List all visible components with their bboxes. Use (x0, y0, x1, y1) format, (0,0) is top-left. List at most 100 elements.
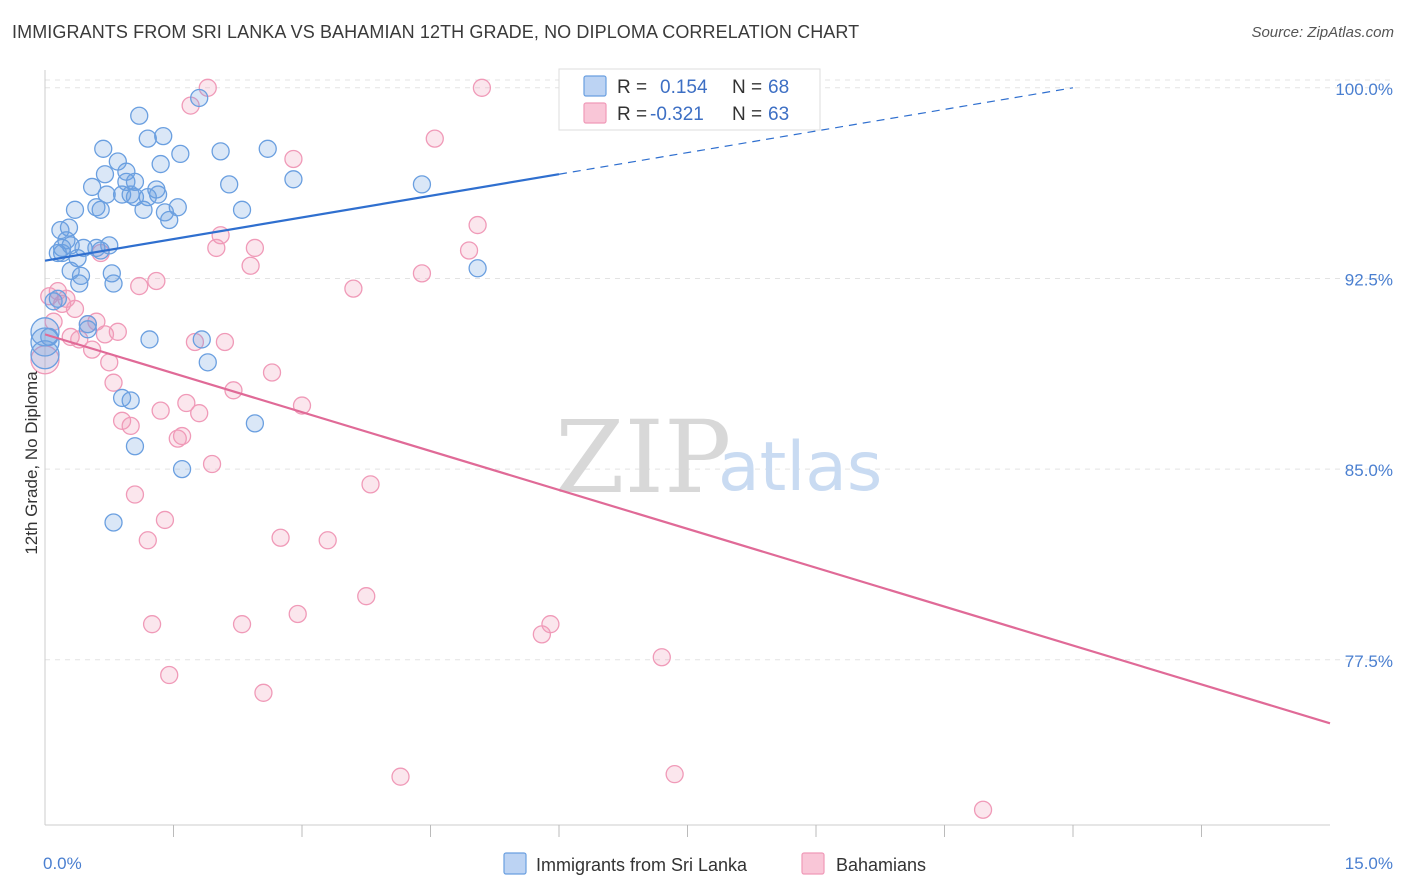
y-axis-label: 12th Grade, No Diploma (22, 371, 41, 555)
point-bahamians-39 (232, 615, 252, 634)
point-bahamians-48 (318, 531, 337, 550)
trend-lines (44, 87, 1331, 725)
point-sri-lanka-36 (140, 330, 159, 349)
watermark-zip: ZIP (555, 399, 731, 516)
watermark-atlas: atlas (718, 428, 882, 507)
point-sri-lanka-14 (82, 177, 102, 197)
point-sri-lanka-31 (125, 172, 145, 192)
axes (44, 70, 1330, 837)
point-bahamians-17 (112, 411, 132, 430)
point-bahamians-53 (412, 264, 432, 283)
point-bahamians-21 (138, 531, 157, 550)
point-sri-lanka-64 (30, 340, 60, 370)
point-bahamians-16 (108, 322, 127, 341)
x-tick-label-0: 0.0% (43, 854, 82, 873)
grid-lines (45, 79, 1392, 661)
point-bahamians-61 (665, 765, 684, 784)
point-sri-lanka-32 (130, 106, 149, 125)
legend-n-label-blue: N = (732, 77, 762, 98)
point-bahamians-60 (652, 648, 671, 667)
point-sri-lanka-47 (192, 330, 211, 349)
point-bahamians-42 (254, 683, 273, 702)
point-bahamians-41 (245, 238, 265, 258)
point-sri-lanka-56 (468, 259, 487, 278)
bottom-legend-label-blue: Immigrants from Sri Lanka (536, 855, 748, 875)
point-sri-lanka-67 (48, 289, 67, 308)
point-sri-lanka-53 (258, 139, 277, 158)
point-bahamians-37 (215, 332, 235, 352)
point-bahamians-34 (202, 454, 222, 474)
legend-swatch-pink (583, 102, 607, 124)
point-sri-lanka-65 (30, 327, 60, 357)
watermark: ZIP atlas (555, 399, 882, 516)
legend-n-value-pink: 63 (768, 104, 789, 125)
point-bahamians-62 (973, 800, 993, 819)
point-sri-lanka-10 (70, 274, 89, 293)
point-sri-lanka-54 (284, 170, 303, 189)
point-sri-lanka-17 (91, 200, 110, 219)
point-bahamians-49 (344, 279, 363, 298)
point-bahamians-40 (241, 256, 260, 275)
point-bahamians-15 (104, 373, 123, 392)
point-bahamians-46 (288, 604, 307, 624)
legend-r-label-blue: R = (617, 77, 647, 98)
point-bahamians-18 (121, 416, 140, 436)
point-sri-lanka-19 (95, 165, 115, 184)
point-bahamians-52 (391, 767, 410, 786)
point-sri-lanka-58 (125, 437, 145, 456)
point-sri-lanka-39 (151, 154, 170, 174)
point-sri-lanka-11 (71, 266, 91, 286)
point-sri-lanka-6 (59, 218, 79, 237)
legend-r-label-pink: R = (617, 104, 647, 125)
point-bahamians-28 (172, 426, 192, 446)
point-bahamians-56 (468, 215, 487, 235)
point-bahamians-59 (541, 615, 560, 634)
point-bahamians-23 (147, 271, 166, 291)
point-sri-lanka-35 (138, 129, 157, 148)
point-sri-lanka-38 (148, 185, 168, 204)
point-sri-lanka-18 (94, 139, 113, 158)
series-legend: Immigrants from Sri Lanka Bahamians (503, 852, 926, 875)
point-sri-lanka-13 (78, 315, 97, 334)
point-sri-lanka-45 (172, 459, 192, 479)
point-bahamians-45 (284, 149, 303, 169)
point-sri-lanka-50 (220, 175, 239, 194)
x-tick-label-1: 15.0% (1345, 854, 1393, 873)
point-sri-lanka-20 (97, 185, 116, 204)
point-sri-lanka-42 (160, 210, 179, 230)
correlation-legend: R = 0.154 N = 68 R = -0.321 N = 63 (558, 68, 821, 131)
point-sri-lanka-59 (121, 391, 140, 410)
point-bahamians-54 (425, 129, 444, 148)
point-sri-lanka-66 (30, 317, 60, 347)
point-sri-lanka-40 (154, 126, 173, 146)
point-bahamians-32 (190, 404, 209, 423)
point-sri-lanka-52 (245, 414, 265, 433)
bottom-legend-swatch-blue (503, 852, 527, 875)
y-tick-label-1: 92.5% (1345, 270, 1393, 289)
point-sri-lanka-48 (198, 353, 217, 372)
point-bahamians-7 (65, 299, 85, 319)
point-sri-lanka-44 (171, 144, 190, 164)
trend-line-bahamians (44, 333, 1331, 725)
legend-r-value-pink: -0.321 (650, 104, 704, 125)
chart-title: IMMIGRANTS FROM SRI LANKA VS BAHAMIAN 12… (12, 22, 860, 42)
legend-r-value-blue: 0.154 (660, 77, 708, 98)
point-sri-lanka-23 (104, 274, 123, 293)
point-sri-lanka-51 (232, 200, 252, 219)
point-bahamians-51 (361, 475, 380, 494)
point-bahamians-26 (160, 665, 179, 685)
bottom-legend-label-pink: Bahamians (836, 855, 926, 875)
point-bahamians-50 (357, 587, 376, 606)
point-bahamians-55 (459, 241, 479, 260)
point-bahamians-20 (130, 276, 149, 296)
point-sri-lanka-49 (211, 142, 230, 161)
point-sri-lanka-57 (104, 513, 123, 532)
source-label: Source: ZipAtlas.com (1251, 24, 1394, 41)
point-sri-lanka-30 (125, 187, 145, 207)
point-bahamians-22 (142, 615, 162, 634)
point-bahamians-24 (151, 401, 170, 420)
axis-ticks: 100.0% 92.5% 85.0% 77.5% 0.0% 15.0% (43, 80, 1393, 873)
legend-n-value-blue: 68 (768, 77, 789, 98)
point-sri-lanka-60 (78, 320, 97, 339)
point-bahamians-25 (155, 510, 175, 530)
